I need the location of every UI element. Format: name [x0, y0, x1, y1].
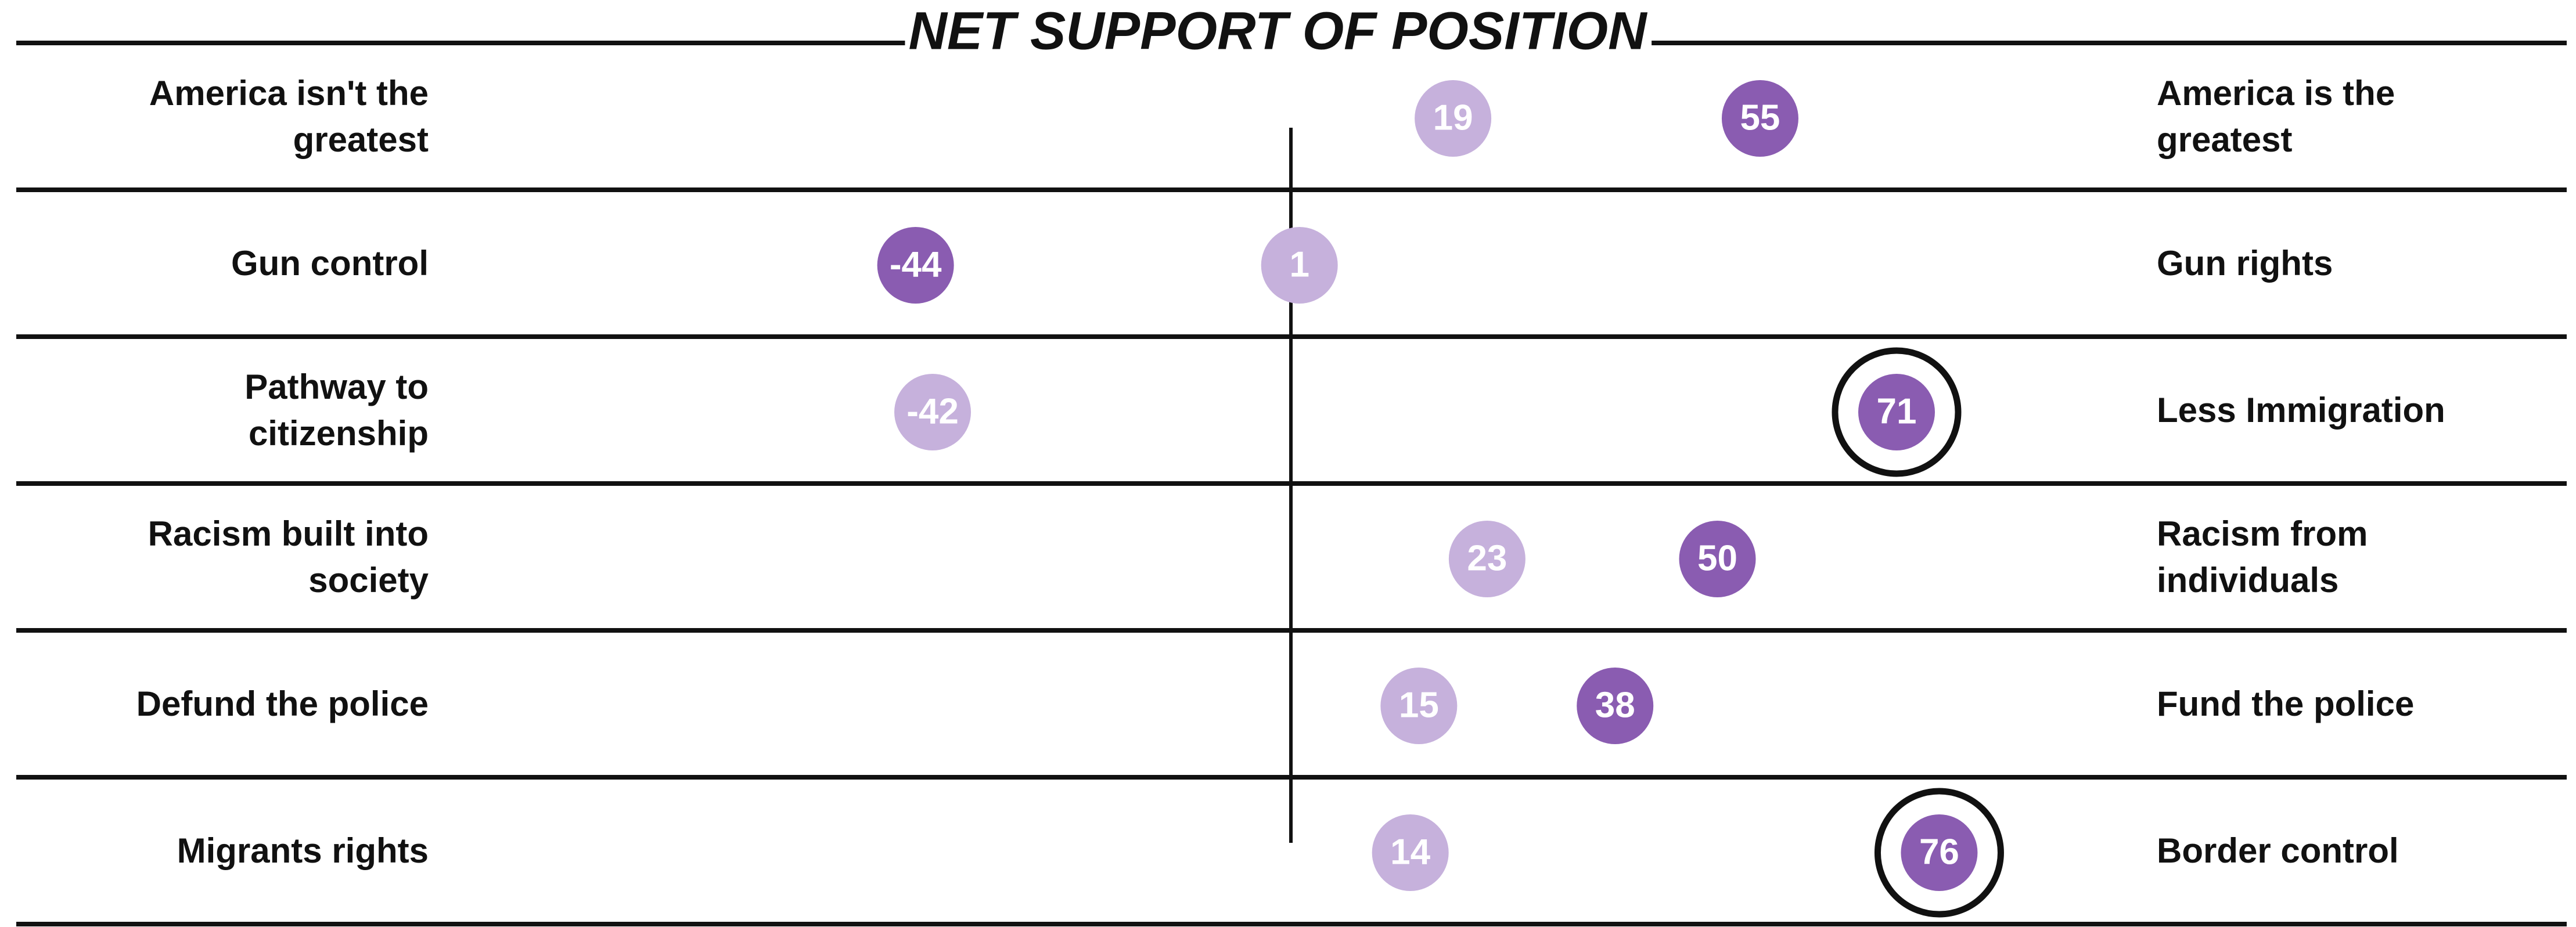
- right-label: America is the greatest: [2157, 44, 2488, 189]
- label-text: Border control: [2157, 831, 2399, 870]
- dot: [877, 227, 954, 304]
- label-text: Gun rights: [2157, 244, 2333, 283]
- right-label: Less Immigration: [2157, 338, 2488, 483]
- dot: [1901, 814, 1978, 891]
- label-text: Gun control: [231, 244, 429, 283]
- left-label: Racism built into society: [92, 485, 429, 630]
- dot: [1858, 374, 1935, 450]
- dot-label: 50: [1697, 538, 1737, 578]
- dot: [1448, 521, 1526, 597]
- left-label: Gun control: [92, 191, 429, 336]
- dot: [1577, 668, 1654, 744]
- label-text: America is the greatest: [2157, 74, 2395, 159]
- label-text: Racism built into society: [147, 514, 429, 600]
- dot: [1679, 521, 1756, 597]
- dot-label: 15: [1399, 685, 1439, 725]
- dot-label: -44: [890, 244, 942, 284]
- left-label: Defund the police: [92, 632, 429, 777]
- label-text: Defund the police: [136, 684, 429, 723]
- dot: [894, 374, 972, 450]
- dot: [1415, 80, 1492, 157]
- label-text: Racism from individuals: [2157, 514, 2368, 600]
- dot-label: 76: [1919, 832, 1959, 872]
- dot: [1721, 80, 1798, 157]
- label-text: Fund the police: [2157, 684, 2415, 723]
- dot: [1380, 668, 1458, 744]
- chart-title: NET SUPPORT OF POSITION: [908, 1, 1648, 60]
- dot-label: 71: [1877, 391, 1917, 431]
- dot-label: 55: [1740, 98, 1780, 138]
- dot-label: 19: [1433, 98, 1473, 138]
- label-text: America isn't the greatest: [149, 74, 429, 159]
- highlight-ring: [1832, 347, 1962, 477]
- dot: [1372, 814, 1449, 891]
- label-text: Less Immigration: [2157, 391, 2445, 430]
- left-label: America isn't the greatest: [92, 44, 429, 189]
- right-label: Fund the police: [2157, 632, 2488, 777]
- left-label: Pathway to citizenship: [92, 338, 429, 483]
- label-text: Pathway to citizenship: [244, 367, 429, 453]
- dot-label: 1: [1289, 244, 1309, 284]
- dot-label: 14: [1390, 832, 1430, 872]
- dot-label: 23: [1467, 538, 1507, 578]
- dot-label: 38: [1595, 685, 1635, 725]
- right-label: Racism from individuals: [2157, 485, 2488, 630]
- left-label: Migrants rights: [92, 778, 429, 924]
- dot-label: -42: [906, 391, 959, 431]
- right-label: Gun rights: [2157, 191, 2488, 336]
- dot: [1261, 227, 1338, 304]
- label-text: Migrants rights: [177, 831, 429, 870]
- right-label: Border control: [2157, 778, 2488, 924]
- highlight-ring: [1874, 788, 2004, 918]
